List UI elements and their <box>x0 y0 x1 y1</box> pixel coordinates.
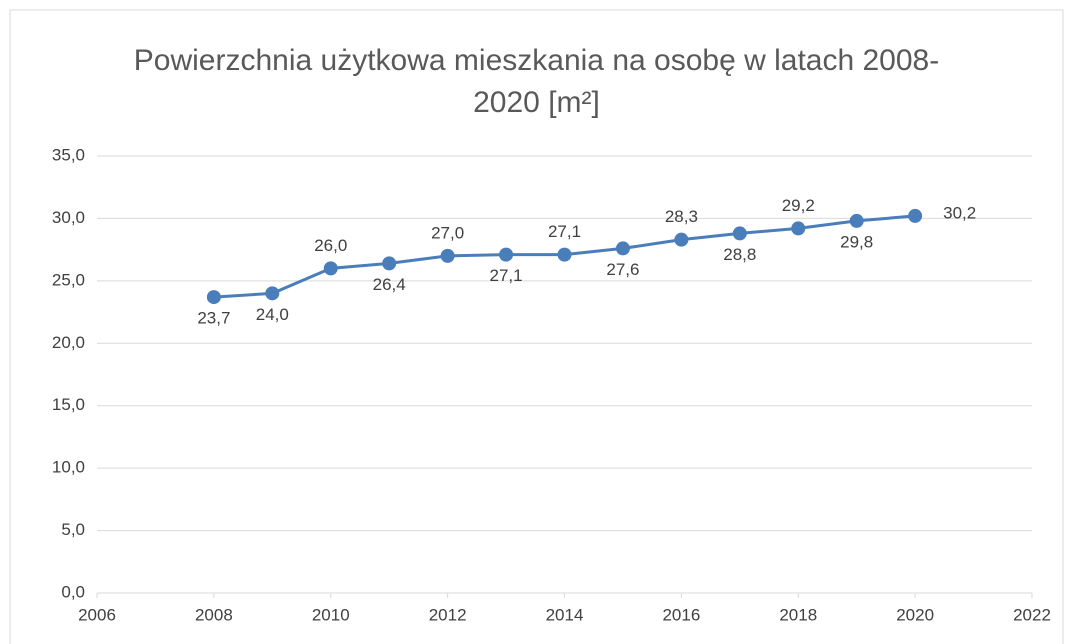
y-tick-label: 20,0 <box>52 333 85 352</box>
data-label: 27,1 <box>490 266 523 285</box>
x-tick-label: 2020 <box>896 605 934 624</box>
data-label: 29,8 <box>840 232 873 251</box>
y-tick-label: 10,0 <box>52 458 85 477</box>
marker <box>265 286 280 301</box>
x-tick-label: 2012 <box>429 605 467 624</box>
marker <box>206 290 221 305</box>
x-tick-label: 2006 <box>78 605 116 624</box>
x-tick-label: 2008 <box>195 605 233 624</box>
data-label: 27,6 <box>606 260 639 279</box>
x-tick-label: 2022 <box>1013 605 1051 624</box>
y-tick-label: 15,0 <box>52 395 85 414</box>
y-tick-label: 0,0 <box>61 582 85 601</box>
data-label: 23,7 <box>197 309 230 328</box>
marker <box>674 232 689 247</box>
marker <box>849 213 864 228</box>
data-label: 28,8 <box>723 245 756 264</box>
y-tick-label: 35,0 <box>52 145 85 164</box>
y-tick-label: 25,0 <box>52 270 85 289</box>
y-tick-label: 5,0 <box>61 520 85 539</box>
data-label: 27,0 <box>431 223 464 242</box>
chart-title: Powierzchnia użytkowa mieszkania na osob… <box>133 44 940 119</box>
marker <box>791 221 806 236</box>
data-label: 27,1 <box>548 222 581 241</box>
marker <box>908 208 923 223</box>
marker <box>440 248 455 263</box>
x-tick-label: 2016 <box>662 605 700 624</box>
y-tick-label: 30,0 <box>52 208 85 227</box>
data-label: 24,0 <box>256 305 289 324</box>
data-label: 29,2 <box>782 196 815 215</box>
x-tick-label: 2014 <box>546 605 584 624</box>
marker <box>499 247 514 262</box>
data-label: 28,3 <box>665 207 698 226</box>
marker <box>615 241 630 256</box>
marker <box>323 261 338 276</box>
data-label: 30,2 <box>943 203 976 222</box>
marker <box>732 226 747 241</box>
x-tick-label: 2010 <box>312 605 350 624</box>
marker <box>382 256 397 271</box>
marker <box>557 247 572 262</box>
chart-border <box>9 9 1064 644</box>
data-label: 26,0 <box>314 236 347 255</box>
x-tick-label: 2018 <box>779 605 817 624</box>
data-label: 26,4 <box>373 275 406 294</box>
